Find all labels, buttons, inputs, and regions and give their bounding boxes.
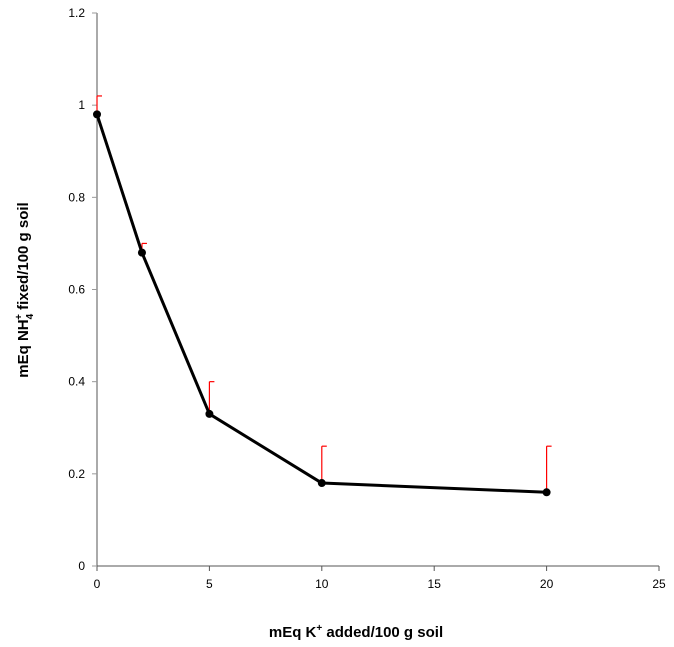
x-tick-label: 10 (315, 577, 329, 591)
y-tick-label: 0.2 (68, 467, 85, 481)
data-point (205, 409, 214, 418)
y-tick-label: 0 (78, 559, 85, 573)
series-line (95, 113, 547, 494)
data-point (542, 488, 551, 497)
y-tick-label: 0.6 (68, 283, 85, 297)
x-tick-label: 0 (94, 577, 101, 591)
x-tick-label: 20 (540, 577, 554, 591)
y-tick-label: 0.4 (68, 375, 85, 389)
y-tick-label: 1.2 (68, 6, 85, 20)
data-point (93, 110, 101, 119)
x-tick-label: 15 (428, 577, 442, 591)
y-axis-label: mEq NH4+ fixed/100 g soil (14, 202, 36, 377)
x-tick-label: 25 (652, 577, 666, 591)
y-tick-label: 1 (78, 98, 85, 112)
y-tick-label: 0.8 (68, 190, 85, 204)
data-point (317, 479, 326, 488)
axes: 0 5 10 15 20 25 0 0.2 0.4 0.6 0.8 1 1.2 (68, 6, 666, 591)
series-layer (93, 95, 552, 497)
x-axis-label: mEq K+ added/100 g soil (269, 623, 443, 641)
data-point (137, 248, 146, 257)
x-tick-label: 5 (206, 577, 213, 591)
